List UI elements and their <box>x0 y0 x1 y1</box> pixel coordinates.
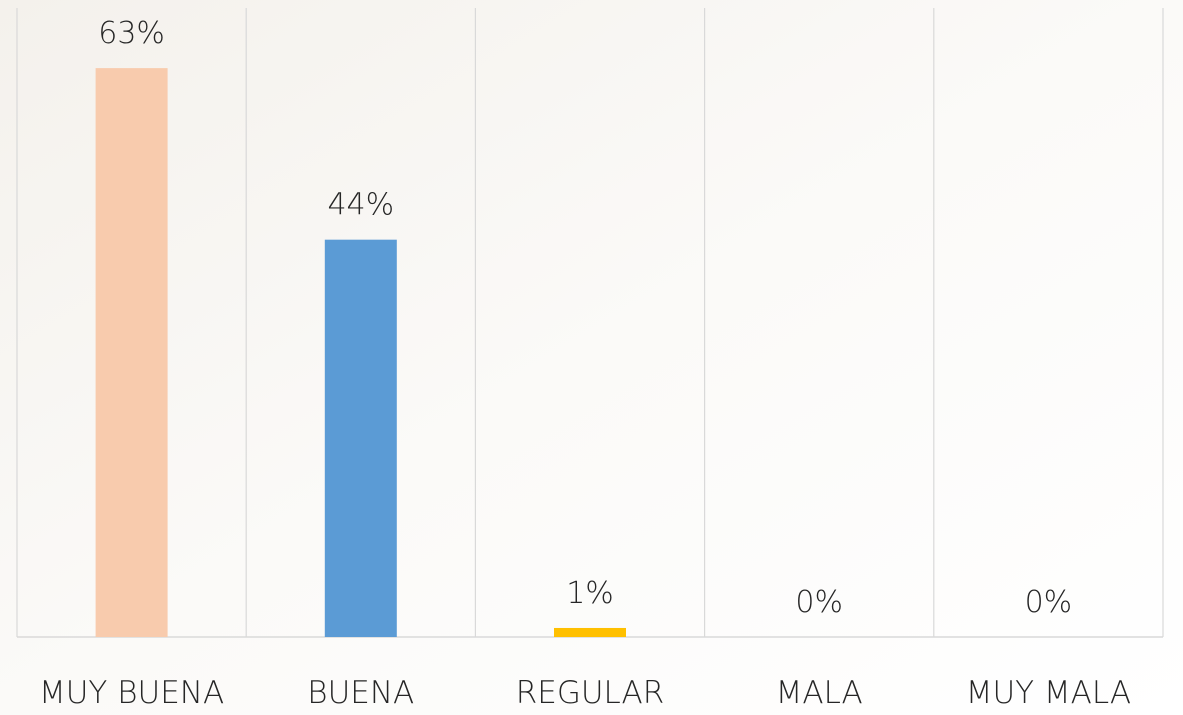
value-label: 0% <box>795 585 843 620</box>
x-tick-label: BUENA <box>307 675 414 711</box>
value-label: 44% <box>327 188 394 223</box>
value-label: 63% <box>98 16 165 51</box>
value-label: 1% <box>566 576 614 611</box>
bar <box>554 627 626 637</box>
x-tick-label: MUY BUENA <box>39 675 224 711</box>
x-tick-label: REGULAR <box>516 675 665 711</box>
x-tick-label: MUY MALA <box>966 675 1131 711</box>
bar <box>324 239 397 637</box>
bar <box>95 68 168 638</box>
x-tick-label: MALA <box>776 675 863 711</box>
value-label: 0% <box>1025 585 1073 620</box>
